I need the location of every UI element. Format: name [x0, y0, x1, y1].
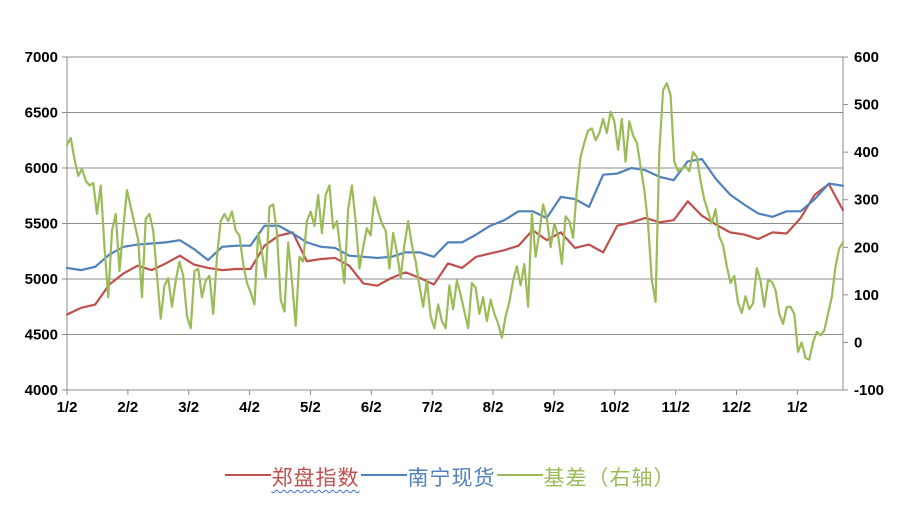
right-axis-tick-label: 500 — [854, 97, 879, 114]
right-axis-tick-label: 100 — [854, 287, 879, 304]
x-axis-tick-label: 5/2 — [300, 399, 321, 416]
legend-line-marker-blue — [360, 474, 407, 476]
series-line-1 — [65, 158, 845, 272]
x-axis-tick-label: 6/2 — [361, 399, 382, 416]
x-axis-tick-label: 8/2 — [483, 399, 504, 416]
right-axis-tick-label: 400 — [854, 144, 879, 161]
x-axis-tick-label: 1/2 — [787, 399, 808, 416]
left-axis-tick-label: 5000 — [25, 271, 58, 288]
x-axis-tick-label: 7/2 — [422, 399, 443, 416]
legend-line-marker-red — [224, 474, 271, 476]
x-axis-tick-label: 10/2 — [600, 399, 629, 416]
left-axis-tick-label: 6500 — [25, 105, 58, 122]
x-axis-tick-label: 1/2 — [57, 399, 78, 416]
legend-label-zhengpan: 郑盘指数 — [271, 467, 360, 490]
x-axis-tick-label: 11/2 — [661, 399, 689, 416]
left-axis-tick-label: 6000 — [25, 160, 58, 177]
x-axis-tick-label: 12/2 — [722, 399, 751, 416]
legend-item-nanning: 南宁现货 — [360, 462, 496, 492]
right-axis-tick-label: 600 — [854, 49, 879, 66]
x-axis-tick-label: 2/2 — [117, 399, 138, 416]
series-line-0 — [65, 182, 845, 316]
x-axis-tick-label: 3/2 — [178, 399, 199, 416]
right-axis-tick-label: -100 — [854, 382, 884, 399]
legend-label-jicha: 基差（右轴） — [543, 467, 676, 490]
right-axis-tick-label: 0 — [854, 334, 862, 351]
series-line-2 — [65, 82, 845, 361]
left-axis-tick-label: 7000 — [25, 49, 58, 66]
left-axis-tick-label: 4000 — [25, 382, 58, 399]
legend-line-marker-green — [496, 474, 543, 476]
chart-legend: 郑盘指数 南宁现货 基差（右轴） — [0, 462, 899, 492]
legend-item-jicha: 基差（右轴） — [496, 462, 676, 492]
legend-item-zhengpan: 郑盘指数 — [224, 462, 360, 492]
legend-label-nanning: 南宁现货 — [407, 467, 496, 490]
x-axis-tick-label: 9/2 — [543, 399, 564, 416]
left-axis-tick-label: 5500 — [25, 216, 58, 233]
left-axis-tick-label: 4500 — [25, 327, 58, 344]
right-axis-tick-label: 300 — [854, 192, 879, 209]
right-axis-tick-label: 200 — [854, 239, 879, 256]
x-axis-tick-label: 4/2 — [239, 399, 260, 416]
